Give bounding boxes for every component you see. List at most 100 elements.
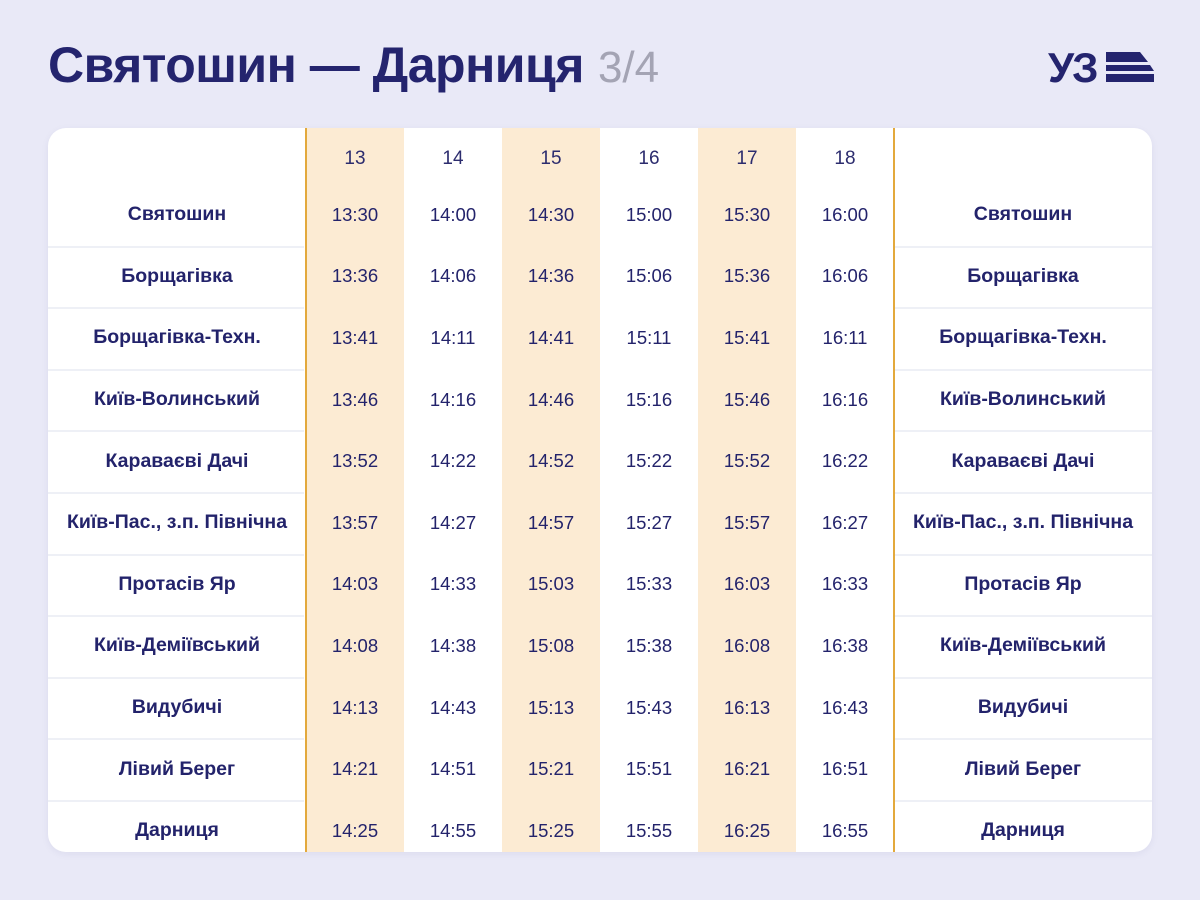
row-divider-right xyxy=(895,554,1152,556)
departure-time: 16:38 xyxy=(821,634,869,656)
departure-time: 14:51 xyxy=(429,758,477,780)
table-row: Дарниця 14:25 14:55 15:25 15:55 16:25 16:55 Дар… xyxy=(48,800,1152,852)
departure-time: 14:57 xyxy=(527,511,575,533)
departure-time: 14:21 xyxy=(331,758,379,780)
page-title: Святошин — Дарниця xyxy=(48,37,584,93)
departure-time: 15:21 xyxy=(527,758,575,780)
departure-time: 16:51 xyxy=(821,758,869,780)
departure-time: 15:36 xyxy=(723,265,771,287)
departure-time: 14:36 xyxy=(527,265,575,287)
train-number: 17 xyxy=(736,148,758,169)
row-divider-right xyxy=(895,369,1152,371)
station-name-left: Святошин xyxy=(127,203,227,226)
station-name-right: Борщагівка-Техн. xyxy=(939,326,1107,349)
departure-time: 16:06 xyxy=(821,265,869,287)
left-column-divider xyxy=(305,128,307,852)
departure-time: 16:00 xyxy=(821,203,869,225)
row-divider-right xyxy=(895,800,1152,802)
departure-time: 16:43 xyxy=(821,696,869,718)
train-number: 13 xyxy=(344,148,366,169)
highlight-column-13 xyxy=(306,128,404,852)
train-number: 15 xyxy=(540,148,562,169)
station-name-right: Святошин xyxy=(973,203,1073,226)
row-divider-right xyxy=(895,677,1152,679)
departure-time: 14:41 xyxy=(527,326,575,348)
station-name-left: Караваєві Дачі xyxy=(105,449,249,472)
departure-time: 15:13 xyxy=(527,696,575,718)
departure-time: 15:46 xyxy=(723,388,771,410)
table-row: Караваєві Дачі 13:52 14:22 14:52 15:22 15:52 1… xyxy=(48,430,1152,492)
table-row: Видубичі 14:13 14:43 15:13 15:43 16:13 16:43 Ви… xyxy=(48,677,1152,739)
departure-time: 15:51 xyxy=(625,758,673,780)
table-row: Лівий Берег 14:21 14:51 15:21 15:51 16:21 16:5… xyxy=(48,738,1152,800)
row-divider-left xyxy=(48,430,304,432)
table-row: Протасів Яр 14:03 14:33 15:03 15:33 16:03 16:3… xyxy=(48,554,1152,616)
row-divider-right xyxy=(895,246,1152,248)
row-divider-left xyxy=(48,246,304,248)
table-row: Борщагівка 13:36 14:06 14:36 15:06 15:36 16:06… xyxy=(48,246,1152,308)
row-divider-left xyxy=(48,800,304,802)
train-number: 16 xyxy=(638,148,660,169)
departure-time: 15:25 xyxy=(527,819,575,841)
departure-time: 14:55 xyxy=(429,819,477,841)
row-divider-left xyxy=(48,369,304,371)
departure-time: 16:13 xyxy=(723,696,771,718)
departure-time: 14:13 xyxy=(331,696,379,718)
departure-time: 16:08 xyxy=(723,634,771,656)
departure-time: 13:41 xyxy=(331,326,379,348)
departure-time: 14:16 xyxy=(429,388,477,410)
departure-time: 13:30 xyxy=(331,203,379,225)
row-divider-right xyxy=(895,307,1152,309)
table-row: Київ-Деміївський 14:08 14:38 15:08 15:38 16:0… xyxy=(48,615,1152,677)
departure-time: 15:11 xyxy=(626,326,672,348)
table-row: Святошин 13:30 14:00 14:30 15:00 15:30 16:00 Св… xyxy=(48,184,1152,246)
station-name-right: Борщагівка xyxy=(967,264,1079,287)
train-number: 18 xyxy=(834,148,856,169)
departure-time: 14:08 xyxy=(331,634,379,656)
page-indicator: 3/4 xyxy=(597,43,660,92)
departure-time: 14:46 xyxy=(527,388,575,410)
departure-time: 15:41 xyxy=(723,326,771,348)
row-divider-left xyxy=(48,492,304,494)
departure-time: 14:00 xyxy=(429,203,477,225)
header: Святошин — Дарниця 3/4 xyxy=(48,36,659,100)
departure-time: 16:21 xyxy=(723,758,771,780)
station-name-left: Борщагівка xyxy=(121,264,233,287)
row-divider-left xyxy=(48,307,304,309)
row-divider-right xyxy=(895,430,1152,432)
departure-time: 15:06 xyxy=(625,265,673,287)
header-empty-right xyxy=(894,128,1152,184)
station-name-left: Лівий Берег xyxy=(118,757,236,780)
departure-time: 14:03 xyxy=(331,573,379,595)
uz-logo: УЗ xyxy=(1048,44,1154,90)
row-divider-left xyxy=(48,554,304,556)
departure-time: 15:27 xyxy=(625,511,673,533)
highlight-column-15 xyxy=(502,128,600,852)
departure-time: 16:11 xyxy=(822,326,868,348)
station-name-left: Дарниця xyxy=(135,819,219,842)
departure-time: 15:30 xyxy=(723,203,771,225)
departure-time: 14:22 xyxy=(429,450,477,472)
departure-time: 14:43 xyxy=(429,696,477,718)
timetable-card: 13 14 15 16 17 18 Святошин 13:30 14:00 14:3… xyxy=(48,128,1152,852)
row-divider-right xyxy=(895,492,1152,494)
train-number-row: 13 14 15 16 17 18 xyxy=(48,128,1152,184)
departure-time: 15:03 xyxy=(527,573,575,595)
departure-time: 15:43 xyxy=(625,696,673,718)
station-name-right: Протасів Яр xyxy=(964,572,1082,595)
uz-logo-text: УЗ xyxy=(1048,44,1097,90)
departure-time: 16:03 xyxy=(723,573,771,595)
table-row: Київ-Пас., з.п. Північна 13:57 14:27 14:57 1… xyxy=(48,492,1152,554)
station-name-left: Київ-Пас., з.п. Північна xyxy=(66,511,288,534)
departure-time: 15:08 xyxy=(527,634,575,656)
station-name-right: Видубичі xyxy=(977,696,1069,719)
departure-time: 14:30 xyxy=(527,203,575,225)
station-name-left: Київ-Волинський xyxy=(93,388,261,411)
highlight-column-17 xyxy=(698,128,796,852)
station-name-right: Дарниця xyxy=(981,819,1065,842)
station-name-right: Київ-Волинський xyxy=(939,388,1107,411)
departure-time: 15:33 xyxy=(625,573,673,595)
station-name-left: Київ-Деміївський xyxy=(94,634,260,657)
train-number: 14 xyxy=(442,148,464,169)
departure-time: 16:55 xyxy=(821,819,869,841)
